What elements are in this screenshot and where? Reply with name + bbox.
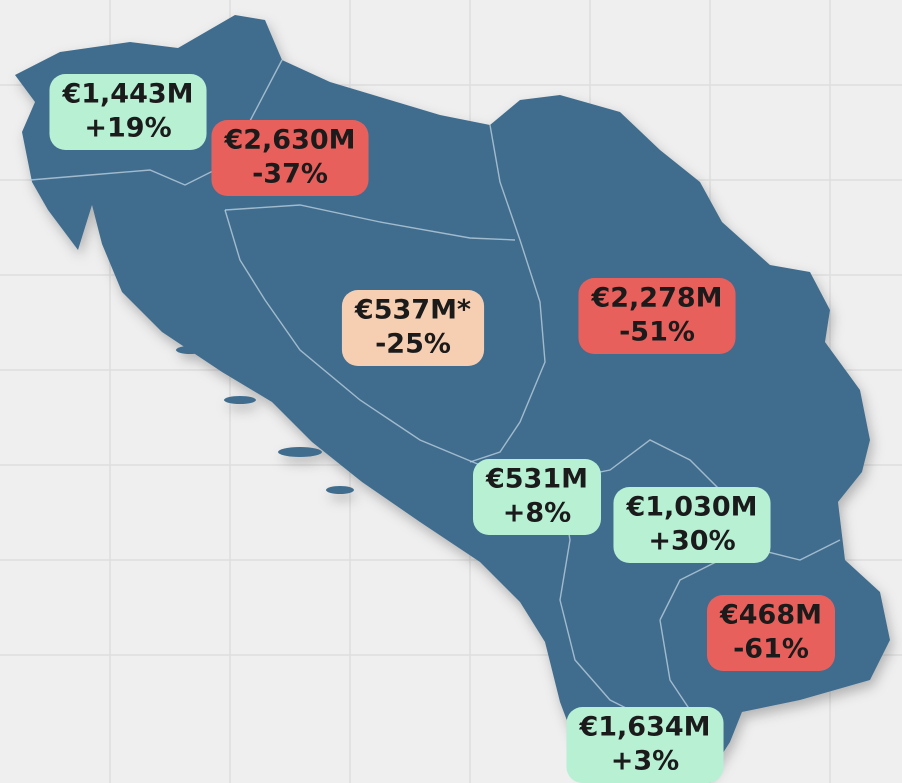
label-background <box>706 595 836 671</box>
label-background <box>211 120 369 196</box>
value-label: €1,030M+30% <box>613 487 771 563</box>
value-label: €2,630M-37% <box>211 120 369 196</box>
change: -61% <box>733 634 809 665</box>
change: +30% <box>648 526 735 557</box>
amount: €1,634M <box>578 712 710 743</box>
label-background <box>613 487 771 563</box>
amount: €2,630M <box>223 125 355 156</box>
amount: €531M <box>485 464 588 495</box>
amount: €2,278M <box>590 283 722 314</box>
amount: €468M <box>719 600 822 631</box>
land <box>15 15 890 783</box>
label-background <box>578 278 736 354</box>
amount: €537M* <box>354 295 471 326</box>
change: +8% <box>503 498 571 529</box>
change: -37% <box>252 159 328 190</box>
change: +3% <box>611 746 679 777</box>
amount: €1,030M <box>625 492 757 523</box>
label-background <box>341 290 485 366</box>
amount: €1,443M <box>61 79 193 110</box>
label-background <box>566 707 724 783</box>
label-background <box>49 74 207 150</box>
value-label: €1,634M+3% <box>566 707 724 783</box>
value-label: €468M-61% <box>706 595 836 671</box>
value-label: €1,443M+19% <box>49 74 207 150</box>
change: -25% <box>375 329 451 360</box>
change: +19% <box>84 113 171 144</box>
label-background <box>472 459 602 535</box>
labels: €1,443M+19% €2,630M-37%€537M*-25%€2,278M-… <box>49 74 836 783</box>
value-label: €537M*-25% <box>341 290 485 366</box>
value-label: €2,278M-51% <box>578 278 736 354</box>
change: -51% <box>619 317 695 348</box>
value-label: €531M+8% <box>472 459 602 535</box>
